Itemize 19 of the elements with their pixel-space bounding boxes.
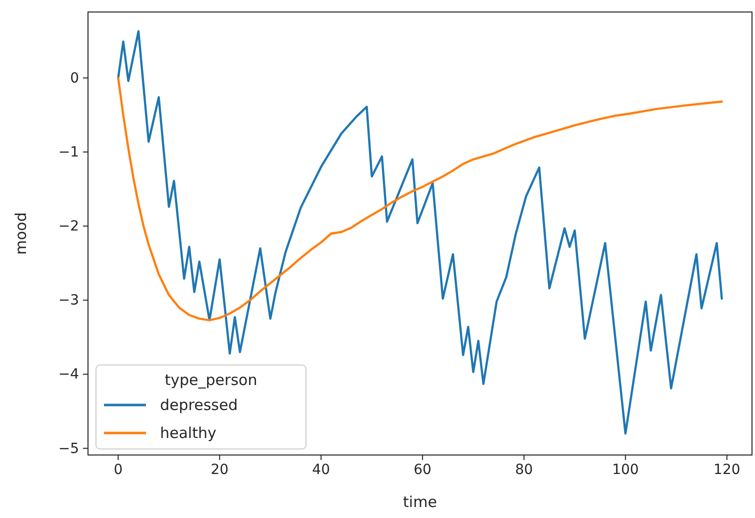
x-tick-label: 60	[414, 462, 432, 478]
x-tick-label: 20	[210, 462, 229, 478]
y-tick-label: 0	[70, 70, 79, 86]
legend-label: healthy	[160, 424, 216, 442]
y-tick-label: −4	[58, 366, 80, 383]
y-tick-label: −5	[58, 440, 79, 457]
x-tick-label: 40	[312, 462, 330, 478]
x-tick-label: 100	[612, 462, 639, 478]
y-tick-label: −1	[58, 144, 79, 160]
x-axis-title: time	[403, 493, 437, 511]
y-tick-label: −3	[58, 292, 79, 309]
line-series	[117, 76, 723, 322]
legend-title: type_person	[164, 371, 258, 389]
x-tick-label: 120	[714, 462, 740, 478]
y-axis-title: mood	[12, 212, 30, 255]
legend-label: depressed	[160, 396, 238, 414]
y-tick-label: −2	[58, 218, 79, 235]
x-tick-label: 0	[114, 462, 123, 478]
x-tick-label: 80	[515, 462, 533, 478]
